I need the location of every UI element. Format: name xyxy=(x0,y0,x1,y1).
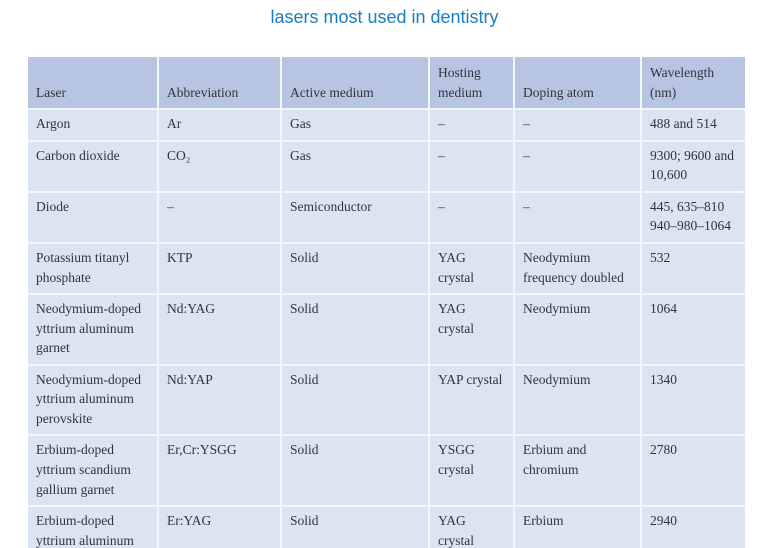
table-cell: Er:YAG xyxy=(159,507,282,548)
table-cell: – xyxy=(430,110,515,142)
table-cell: Carbon dioxide xyxy=(28,141,159,193)
table-row: Erbium-doped yttrium aluminum garnetEr:Y… xyxy=(28,507,745,548)
table-row: Diode – Semiconductor – –445, 635–810 940–98… xyxy=(28,192,745,244)
table-cell: – xyxy=(515,141,642,193)
table-cell: YSGG crystal xyxy=(430,436,515,508)
table-cell: YAG crystal xyxy=(430,295,515,366)
table-row: Neodymium-doped yttrium aluminum garnet N… xyxy=(28,295,745,366)
table-cell: – xyxy=(430,192,515,244)
table-row: Potassium titanyl phosphate KTP Solid YAG c… xyxy=(28,243,745,296)
table-cell: – xyxy=(515,110,642,142)
table-cell: Neodymium-doped yttrium aluminum perovsk… xyxy=(28,365,159,437)
table-cell: Solid xyxy=(282,295,430,366)
table-cell: Solid xyxy=(282,507,430,548)
table-body: Argon Ar Gas – –488 and 514 Carbon dioxide CO₂… xyxy=(28,110,745,548)
header-cell: Laser xyxy=(28,57,159,111)
table-cell: 1064 xyxy=(642,295,745,366)
table-cell: Neodymium xyxy=(515,365,642,437)
table-cell: Solid xyxy=(282,243,430,296)
table-row: Erbium-doped yttrium scandium gallium ga… xyxy=(28,436,745,508)
table-cell: 2940 xyxy=(642,507,745,548)
table-cell: Semiconductor xyxy=(282,192,430,244)
table-cell: 9300; 9600 and 10,600 xyxy=(642,141,745,193)
table-cell: Erbium-doped yttrium aluminum garnet xyxy=(28,507,159,548)
header-cell: Abbreviation xyxy=(159,57,282,111)
table-cell: Erbium-doped yttrium scandium gallium ga… xyxy=(28,436,159,508)
table-cell: 2780 xyxy=(642,436,745,508)
table-cell: – xyxy=(430,141,515,193)
header-row: Laser Abbreviation Active medium Hosting me… xyxy=(28,57,745,111)
table-cell: Neodymium-doped yttrium aluminum garnet xyxy=(28,295,159,366)
table-cell: Solid xyxy=(282,436,430,508)
table-cell: Diode xyxy=(28,192,159,244)
header-cell: Wavelength (nm) xyxy=(642,57,745,111)
table-cell: Erbium and chromium xyxy=(515,436,642,508)
table-cell: Gas xyxy=(282,141,430,193)
table-cell: 445, 635–810 940–980–1064 xyxy=(642,192,745,244)
table-cell: – xyxy=(159,192,282,244)
table-cell: Nd:YAG xyxy=(159,295,282,366)
table-cell: Solid xyxy=(282,365,430,437)
table-cell: 532 xyxy=(642,243,745,296)
table-cell: Neodymium xyxy=(515,295,642,366)
table-cell: 1340 xyxy=(642,365,745,437)
page-title: lasers most used in dentistry xyxy=(270,7,499,27)
header-cell: Doping atom xyxy=(515,57,642,111)
lasers-table: Laser Abbreviation Active medium Hosting me… xyxy=(28,57,745,548)
header-cell: Hosting medium xyxy=(430,57,515,111)
table-cell: YAG crystal xyxy=(430,243,515,296)
table-cell: KTP xyxy=(159,243,282,296)
table-cell: YAP crystal xyxy=(430,365,515,437)
table-cell: CO₂ xyxy=(159,141,282,193)
table-cell: Argon xyxy=(28,110,159,142)
table-cell: YAG crystal xyxy=(430,507,515,548)
table-cell: Er,Cr:YSGG xyxy=(159,436,282,508)
table-row: Neodymium-doped yttrium aluminum perovsk… xyxy=(28,365,745,437)
table-cell: Potassium titanyl phosphate xyxy=(28,243,159,296)
header-cell: Active medium xyxy=(282,57,430,111)
table-row: Argon Ar Gas – –488 and 514 xyxy=(28,110,745,142)
table-cell: – xyxy=(515,192,642,244)
table-cell: Erbium xyxy=(515,507,642,548)
table-cell: Nd:YAP xyxy=(159,365,282,437)
table-cell: Ar xyxy=(159,110,282,142)
table-cell: Neodymium frequency doubled xyxy=(515,243,642,296)
table-cell: 488 and 514 xyxy=(642,110,745,142)
table-cell: Gas xyxy=(282,110,430,142)
table-row: Carbon dioxide CO₂ Gas – –9300; 9600 and 10,… xyxy=(28,141,745,193)
